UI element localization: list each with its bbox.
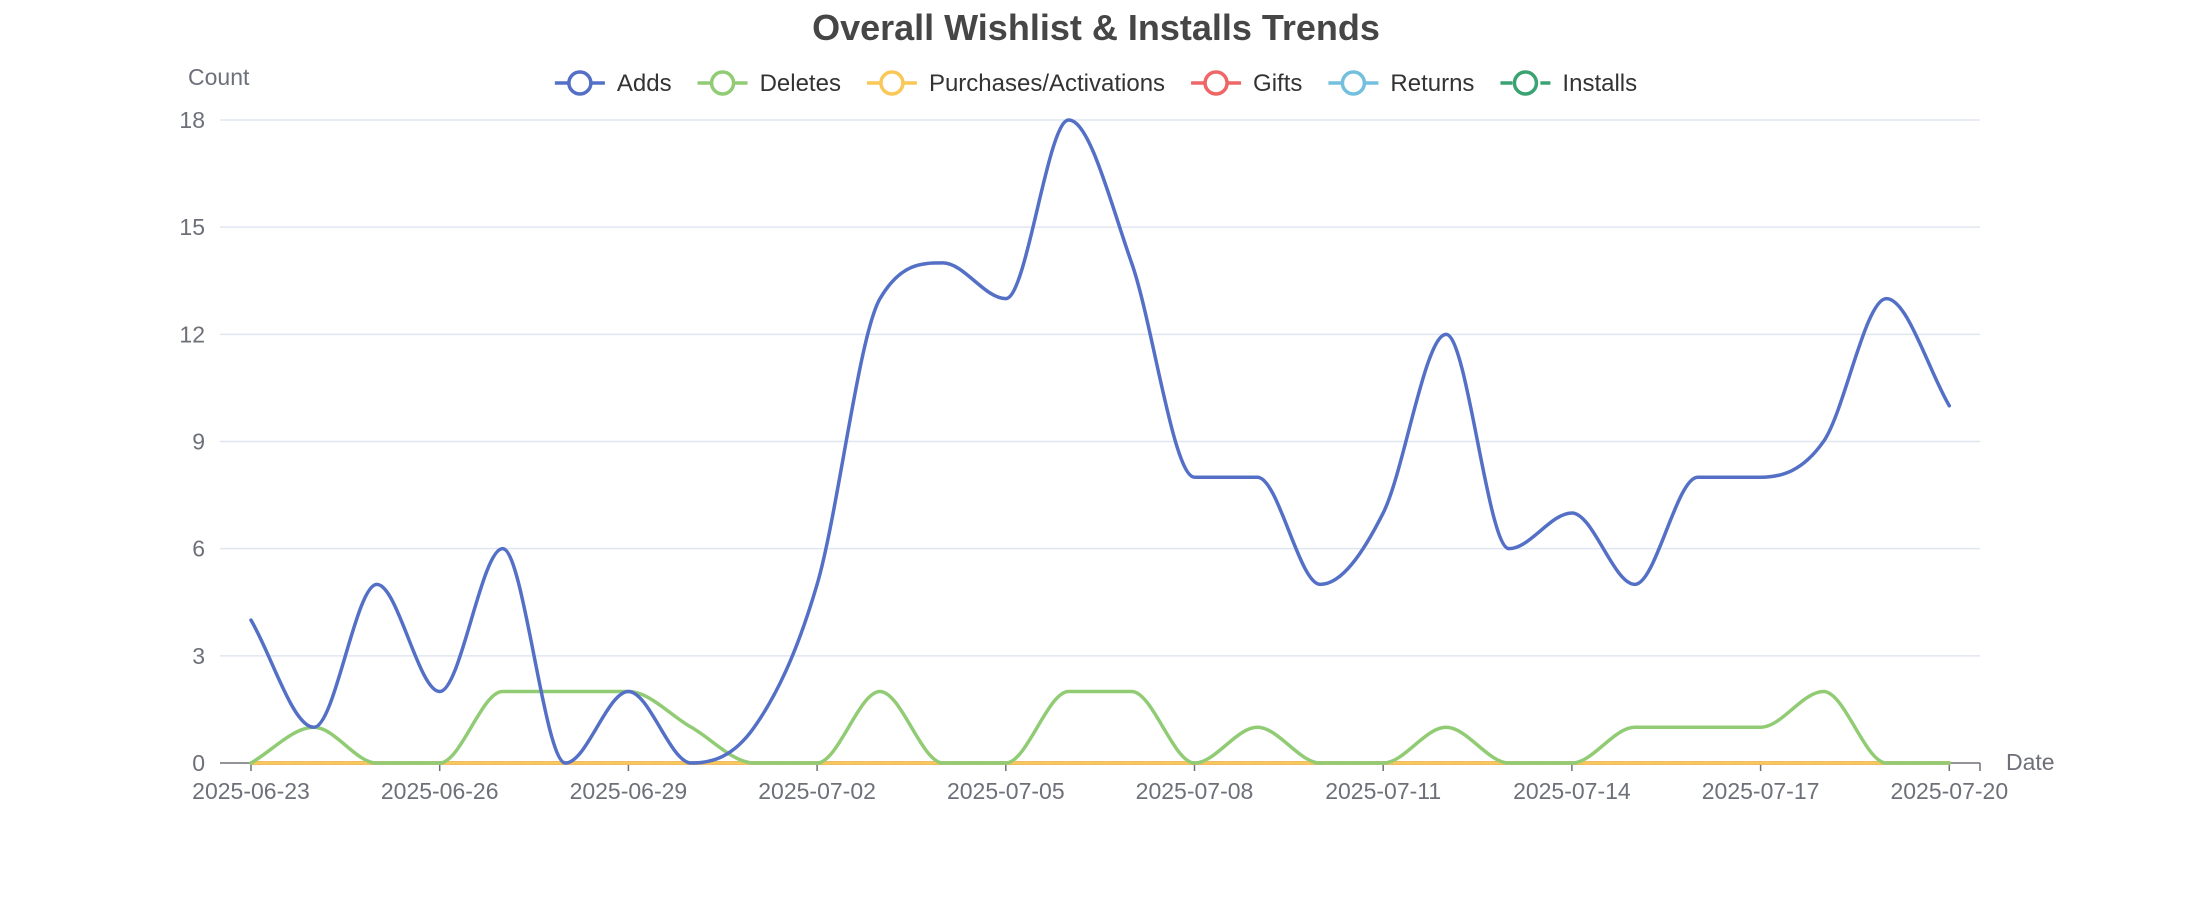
y-tick-label: 15 <box>179 214 205 240</box>
x-tick-label: 2025-07-02 <box>758 778 876 804</box>
series-line-deletes[interactable] <box>249 689 1952 765</box>
y-tick-label: 12 <box>179 321 205 347</box>
x-tick-label: 2025-07-08 <box>1136 778 1254 804</box>
x-tick-label: 2025-07-14 <box>1513 778 1631 804</box>
y-tick-label: 9 <box>192 429 205 455</box>
y-axis-label: Count <box>188 64 250 90</box>
legend-item-deletes[interactable]: Deletes <box>697 70 841 97</box>
legend-label: Gifts <box>1253 70 1302 97</box>
series-line-adds[interactable] <box>249 118 1952 765</box>
legend-item-gifts[interactable]: Gifts <box>1191 70 1302 97</box>
y-tick-label: 18 <box>179 107 205 133</box>
legend-marker-icon <box>709 70 736 96</box>
legend[interactable]: Adds Deletes Purchases/Activations Gifts Ret… <box>554 70 1637 97</box>
legend-item-installs[interactable]: Installs <box>1500 70 1637 97</box>
x-tick-label: 2025-06-23 <box>192 778 310 804</box>
y-tick-label: 3 <box>192 643 205 669</box>
legend-item-purchases-activations[interactable]: Purchases/Activations <box>866 70 1165 97</box>
legend-label: Adds <box>617 70 672 97</box>
gridlines <box>220 119 1980 657</box>
x-tick-label: 2025-07-20 <box>1890 778 2008 804</box>
x-axis: 2025-06-23 2025-06-26 2025-06-29 2025-07-02… <box>192 762 2008 804</box>
legend-label: Purchases/Activations <box>929 70 1165 97</box>
x-tick-label: 2025-07-17 <box>1702 778 1820 804</box>
y-axis-ticks: 0 3 6 9 12 15 18 <box>179 107 205 776</box>
legend-marker-icon <box>1512 70 1539 96</box>
y-tick-label: 6 <box>192 536 205 562</box>
y-tick-label: 0 <box>192 750 205 776</box>
legend-marker-icon <box>1203 70 1229 96</box>
x-axis-label: Date <box>2006 749 2055 775</box>
legend-marker-icon <box>879 70 905 96</box>
legend-item-adds[interactable]: Adds <box>554 70 672 97</box>
x-tick-label: 2025-07-11 <box>1325 778 1441 804</box>
legend-item-returns[interactable]: Returns <box>1328 70 1474 97</box>
legend-label: Deletes <box>760 70 841 97</box>
series-lines <box>249 118 1952 765</box>
x-tick-label: 2025-06-26 <box>381 778 499 804</box>
chart-title: Overall Wishlist & Installs Trends <box>812 7 1380 48</box>
legend-marker-icon <box>567 70 593 96</box>
legend-label: Installs <box>1562 70 1637 97</box>
x-tick-label: 2025-07-05 <box>947 778 1065 804</box>
legend-label: Returns <box>1390 70 1474 97</box>
legend-marker-icon <box>1340 70 1367 96</box>
x-tick-label: 2025-06-29 <box>570 778 688 804</box>
